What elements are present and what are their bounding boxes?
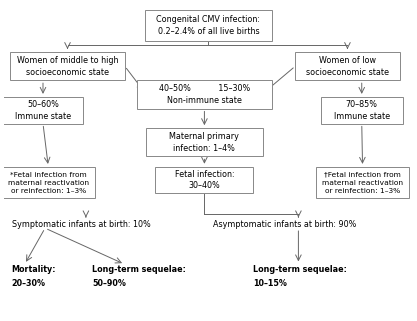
- Text: Congenital CMV infection:
0.2–2.4% of all live births: Congenital CMV infection: 0.2–2.4% of al…: [156, 15, 261, 36]
- Text: *Fetal infection from
maternal reactivation
or reinfection: 1–3%: *Fetal infection from maternal reactivat…: [8, 171, 89, 194]
- Text: 40–50%           15–30%
Non-immune state: 40–50% 15–30% Non-immune state: [159, 84, 250, 105]
- Text: †Fetal infection from
maternal reactivation
or reinfection: 1–3%: †Fetal infection from maternal reactivat…: [322, 171, 403, 194]
- Text: Symptomatic infants at birth: 10%: Symptomatic infants at birth: 10%: [12, 221, 150, 230]
- FancyBboxPatch shape: [321, 97, 403, 124]
- FancyBboxPatch shape: [295, 52, 399, 80]
- Text: Women of middle to high
socioeconomic state: Women of middle to high socioeconomic st…: [17, 56, 118, 76]
- FancyBboxPatch shape: [146, 128, 263, 156]
- Text: Long-term sequelae:: Long-term sequelae:: [92, 265, 186, 273]
- Text: 50–90%: 50–90%: [92, 279, 126, 288]
- Text: Fetal infection:
30–40%: Fetal infection: 30–40%: [175, 169, 234, 190]
- Text: 50–60%
Immune state: 50–60% Immune state: [15, 100, 71, 121]
- Text: Women of low
socioeconomic state: Women of low socioeconomic state: [306, 56, 389, 76]
- FancyBboxPatch shape: [316, 167, 409, 198]
- FancyBboxPatch shape: [156, 167, 254, 193]
- Text: 10–15%: 10–15%: [254, 279, 287, 288]
- FancyBboxPatch shape: [10, 52, 125, 80]
- FancyBboxPatch shape: [145, 10, 272, 41]
- Text: Maternal primary
infection: 1–4%: Maternal primary infection: 1–4%: [169, 132, 239, 153]
- Text: Mortality:: Mortality:: [12, 265, 56, 273]
- FancyBboxPatch shape: [3, 97, 83, 124]
- Text: Asymptomatic infants at birth: 90%: Asymptomatic infants at birth: 90%: [213, 221, 356, 230]
- Text: 70–85%
Immune state: 70–85% Immune state: [334, 100, 390, 121]
- Text: Long-term sequelae:: Long-term sequelae:: [254, 265, 347, 273]
- FancyBboxPatch shape: [137, 80, 272, 108]
- Text: 20–30%: 20–30%: [12, 279, 45, 288]
- FancyBboxPatch shape: [2, 167, 95, 198]
